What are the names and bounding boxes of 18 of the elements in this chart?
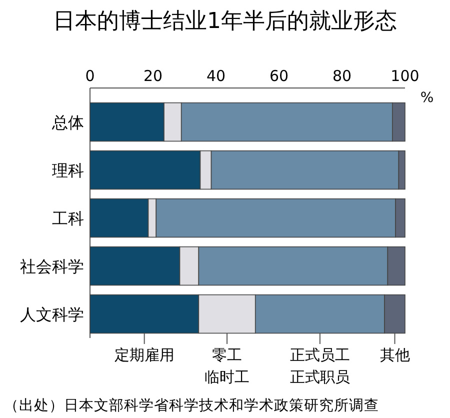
x-tick-label: 40 [206,67,226,85]
series-label: 零工临时工 [204,346,250,386]
y-tick-label: 社会科学 [20,257,84,276]
chart-title: 日本的博士结业1年半后的就业形态 [53,9,397,34]
x-tick-label: 60 [269,67,289,85]
series-label: 其他 [380,346,410,364]
y-tick-label: 理科 [52,161,84,180]
y-tick-label: 总体 [51,113,84,132]
x-tick-label: 0 [85,67,95,85]
x-tick-label: 20 [143,67,163,85]
series-label: 定期雇用 [114,346,174,364]
x-axis-title: % [420,90,434,106]
y-tick-label: 人文科学 [20,305,84,324]
x-tick-label: 80 [332,67,352,85]
x-tick-label: 100 [390,67,420,85]
text: （出处）日本文部科学省科学技术和学术政策研究所调查 [4,397,379,414]
series-label: 正式员工正式职员 [290,346,350,386]
y-tick-label: 工科 [52,209,84,228]
